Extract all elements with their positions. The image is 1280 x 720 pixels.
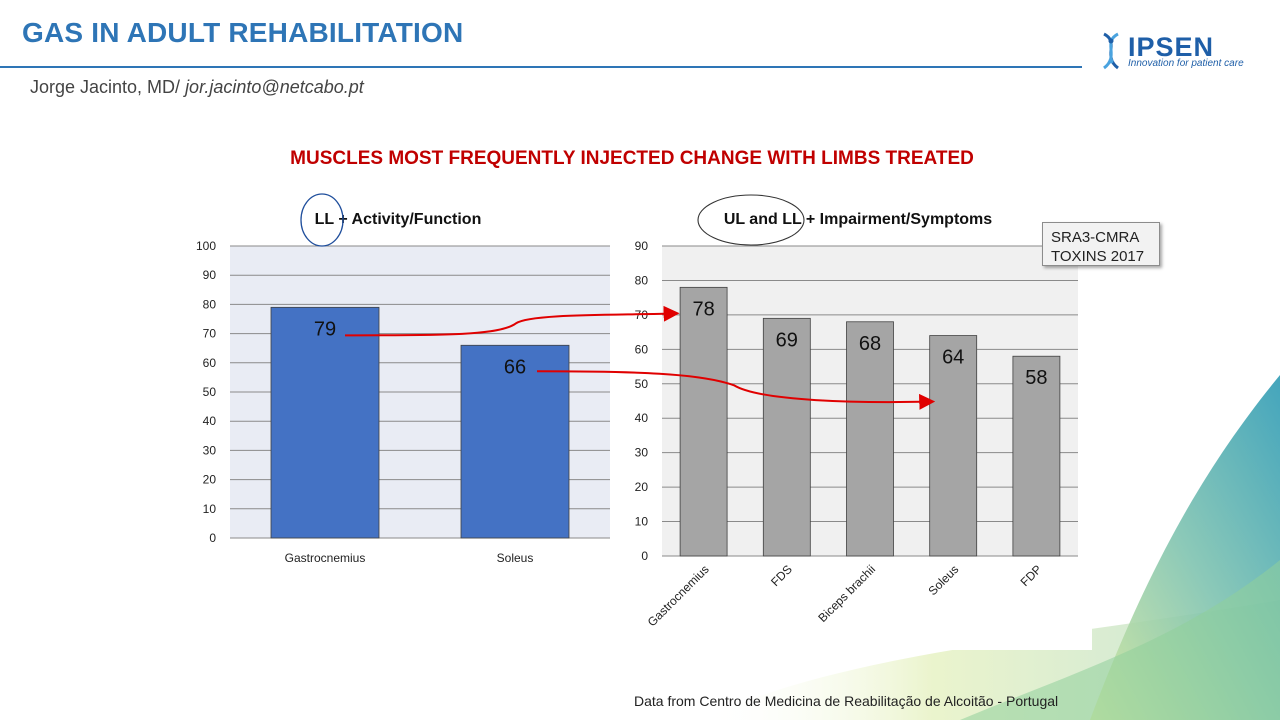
x-tick-label: Soleus [497, 551, 534, 565]
logo-wordmark: IPSEN [1128, 32, 1215, 62]
y-tick-label: 20 [203, 473, 217, 487]
bar-gastrocnemius [270, 306, 380, 539]
highlight-ellipse-ul-ll [697, 194, 805, 246]
x-tick-label: Soleus [925, 562, 961, 598]
y-tick-label: 0 [209, 531, 216, 545]
y-tick-label: 30 [635, 446, 649, 460]
author-email: jor.jacinto@netcabo.pt [185, 77, 364, 97]
chart-left: 0 10 20 30 40 50 60 70 80 90 100 LL + Activity/Func… [196, 211, 610, 565]
data-label-fds: 69 [776, 329, 798, 351]
ipsen-logo: IPSEN Innovation for patient care [1096, 30, 1256, 72]
badge-line-2: TOXINS 2017 [1051, 248, 1145, 265]
author-name: Jorge Jacinto, MD/ [30, 77, 186, 97]
y-tick-label: 20 [635, 480, 649, 494]
y-tick-label: 30 [203, 443, 217, 457]
data-label-gastrocnemius: 79 [314, 318, 336, 340]
bar-gastrocnemius [679, 286, 728, 557]
highlight-ellipse-ll [300, 193, 344, 247]
bar-soleus [460, 344, 570, 539]
bar-soleus [929, 335, 978, 557]
data-label-soleus: 64 [942, 347, 964, 369]
y-tick-label: 40 [203, 414, 217, 428]
y-tick-label: 40 [635, 411, 649, 425]
x-tick-label: Biceps brachii [815, 562, 878, 625]
chart-title: LL + Activity/Function [315, 211, 482, 228]
annotations [300, 193, 936, 410]
y-tick-label: 60 [635, 342, 649, 356]
data-label-biceps-brachii: 68 [859, 333, 881, 355]
author-line: Jorge Jacinto, MD/ jor.jacinto@netcabo.p… [30, 77, 364, 98]
chart-subtitle: MUSCLES MOST FREQUENTLY INJECTED CHANGE … [290, 148, 974, 169]
y-tick-label: 70 [203, 327, 217, 341]
y-tick-label: 10 [635, 515, 649, 529]
y-tick-label: 0 [641, 549, 648, 563]
y-tick-label: 80 [203, 297, 217, 311]
arrow-gastrocnemius [344, 305, 680, 337]
bar-fds [762, 317, 811, 557]
x-tick-label: FDS [768, 562, 795, 589]
source-note: Data from Centro de Medicina de Reabilit… [634, 693, 1059, 709]
data-label-fdp: 58 [1025, 367, 1047, 389]
title-divider [0, 66, 1082, 68]
x-tick-label: Gastrocnemius [645, 562, 712, 629]
slide-title: GAS IN ADULT REHABILITATION [22, 17, 464, 48]
data-label-soleus: 66 [504, 356, 526, 378]
dna-helix-icon [1102, 32, 1120, 70]
y-tick-label: 10 [203, 502, 217, 516]
bar-fdp [1012, 355, 1061, 557]
data-label-gastrocnemius: 78 [692, 298, 714, 320]
x-tick-label: Gastrocnemius [285, 551, 366, 565]
y-tick-label: 50 [635, 377, 649, 391]
x-tick-label: FDP [1018, 562, 1045, 589]
y-tick-label: 90 [635, 239, 649, 253]
bar-biceps-brachii [846, 321, 894, 557]
y-tick-label: 100 [196, 239, 216, 253]
chart-title: UL and LL + Impairment/Symptoms [724, 211, 992, 228]
conference-badge: SRA3-CMRA TOXINS 2017 [1042, 222, 1160, 266]
y-tick-label: 50 [203, 385, 217, 399]
arrow-soleus [536, 370, 936, 410]
y-tick-label: 60 [203, 356, 217, 370]
y-tick-label: 90 [203, 268, 217, 282]
badge-line-1: SRA3-CMRA [1051, 229, 1140, 246]
logo-tagline: Innovation for patient care [1128, 58, 1244, 69]
y-tick-label: 80 [635, 273, 649, 287]
